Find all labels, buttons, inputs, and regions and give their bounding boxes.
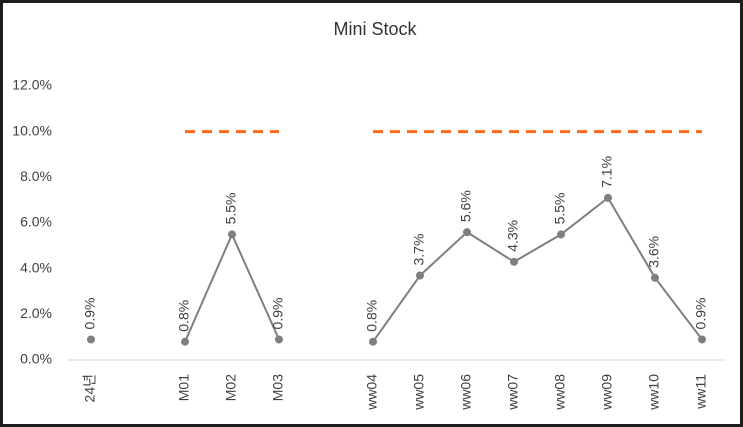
data-label: 5.5% [552, 192, 568, 224]
data-point [87, 335, 95, 344]
data-label: 0.8% [176, 300, 192, 332]
x-tick-label: ww09 [599, 374, 615, 411]
y-tick-label: 12.0% [12, 77, 52, 93]
x-tick-label: M02 [223, 374, 239, 401]
data-label: 7.1% [599, 156, 615, 188]
data-label: 0.8% [364, 300, 380, 332]
chart-title: Mini Stock [333, 19, 417, 39]
data-label: 3.7% [411, 234, 427, 266]
y-tick-label: 2.0% [20, 305, 52, 321]
data-point [416, 271, 424, 280]
data-point [604, 193, 612, 202]
y-tick-label: 6.0% [20, 214, 52, 230]
data-point [510, 257, 518, 266]
data-label: 4.3% [505, 220, 521, 252]
data-point [275, 335, 283, 344]
data-point [698, 335, 706, 344]
x-tick-label: ww07 [505, 374, 521, 411]
x-tick-label: M03 [270, 374, 286, 401]
x-tick-label: ww04 [364, 374, 380, 411]
data-label: 5.6% [458, 190, 474, 222]
y-tick-label: 4.0% [20, 259, 52, 275]
x-tick-label: 24년 [82, 374, 98, 402]
data-label: 5.5% [223, 192, 239, 224]
x-tick-label: ww11 [693, 374, 709, 410]
data-point [463, 228, 471, 237]
data-label: 0.9% [82, 298, 98, 330]
y-tick-label: 8.0% [20, 168, 52, 184]
data-label: 0.9% [693, 298, 709, 330]
data-label: 0.9% [270, 298, 286, 330]
x-tick-label: ww08 [552, 374, 568, 411]
data-point [228, 230, 236, 239]
y-tick-label: 0.0% [20, 351, 52, 367]
y-tick-label: 10.0% [12, 122, 52, 138]
x-tick-label: ww10 [646, 374, 662, 411]
data-label: 3.6% [646, 236, 662, 268]
data-point [181, 337, 189, 346]
chart-background [3, 3, 740, 424]
x-tick-label: ww06 [458, 374, 474, 411]
data-point [369, 337, 377, 346]
x-tick-label: M01 [176, 374, 192, 401]
x-tick-label: ww05 [411, 374, 427, 411]
data-point [651, 273, 659, 282]
data-point [557, 230, 565, 239]
